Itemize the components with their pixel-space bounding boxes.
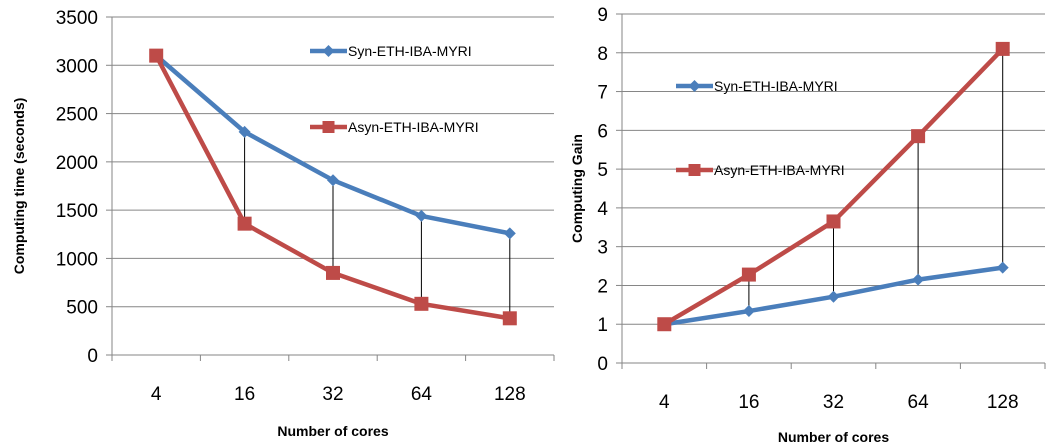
y-tick-label: 5 (597, 160, 608, 181)
y-tick-label: 0 (87, 346, 98, 367)
x-tick-label: 4 (659, 392, 670, 413)
y-tick-label: 9 (597, 5, 608, 26)
legend-label: Asyn-ETH-IBA-MYRI (714, 162, 845, 178)
data-point (995, 41, 1010, 56)
data-point (912, 273, 925, 286)
data-point (415, 209, 428, 222)
data-point (742, 305, 755, 318)
legend-marker (688, 80, 701, 92)
y-tick-label: 1000 (56, 249, 98, 270)
chart-1: 0 500 1000 1500 2000 2500 3000 3500 4 16 32 64 128 Nu… (11, 8, 555, 439)
x-tick-label: 128 (987, 392, 1019, 413)
x-tick-label: 64 (411, 384, 433, 405)
y-tick-label: 3500 (56, 8, 98, 29)
x-tick-label: 16 (738, 392, 759, 413)
data-point (503, 227, 516, 240)
data-point (996, 261, 1009, 274)
y-tick-label: 3 (597, 238, 608, 259)
legend-marker (322, 45, 335, 57)
x-tick-label: 32 (823, 392, 844, 413)
data-point (149, 48, 164, 63)
x-tick-label: 128 (494, 384, 526, 405)
y-tick-label: 6 (597, 121, 608, 142)
y-tick-label: 8 (597, 44, 608, 65)
y-tick-label: 4 (597, 199, 608, 220)
y-tick-label: 0 (597, 354, 608, 375)
data-point (327, 174, 339, 187)
legend-marker (688, 164, 701, 176)
x-tick-label: 4 (151, 384, 162, 405)
chart-2: 0 1 2 3 4 5 6 7 8 9 4 16 32 64 128 Number of cores Compu… (569, 5, 1046, 445)
data-point (502, 311, 517, 326)
data-point (238, 125, 251, 138)
y-tick-label: 1 (597, 315, 608, 336)
data-point (237, 216, 252, 231)
y-tick-label: 2 (597, 276, 608, 297)
data-point (827, 290, 840, 303)
data-point (911, 129, 926, 144)
legend-label: Syn-ETH-IBA-MYRI (348, 43, 472, 59)
data-point (657, 317, 672, 332)
x-tick-label: 64 (908, 392, 930, 413)
y-axis-title: Computing time (seconds) (11, 98, 27, 275)
x-tick-label: 32 (322, 384, 343, 405)
y-tick-label: 2000 (56, 153, 98, 174)
x-axis-title: Number of cores (778, 429, 889, 445)
legend-label: Asyn-ETH-IBA-MYRI (348, 119, 479, 135)
data-point (741, 267, 756, 282)
y-axis-title: Computing Gain (569, 134, 585, 243)
y-tick-label: 1500 (56, 201, 98, 222)
legend-marker (322, 121, 335, 133)
legend-label: Syn-ETH-IBA-MYRI (714, 78, 838, 94)
x-axis-title: Number of cores (277, 423, 388, 439)
y-tick-label: 500 (66, 298, 98, 319)
y-tick-label: 2500 (56, 105, 98, 126)
data-point (326, 265, 340, 280)
x-tick-label: 16 (234, 384, 255, 405)
y-tick-label: 7 (597, 83, 608, 104)
data-point (414, 296, 429, 311)
data-point (826, 214, 841, 229)
y-tick-label: 3000 (56, 56, 98, 77)
